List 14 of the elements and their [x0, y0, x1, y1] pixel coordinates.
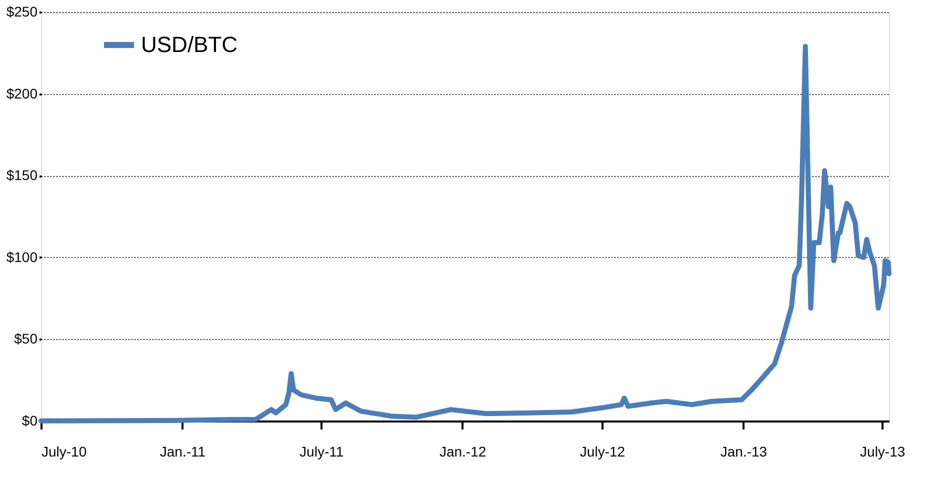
y-tick-label: $150 — [6, 167, 38, 184]
x-tick-label: July-12 — [580, 444, 626, 460]
y-tick-label: $0 — [22, 412, 38, 428]
x-tick-label: July-10 — [42, 444, 87, 460]
x-tick-label: July-13 — [860, 444, 906, 460]
legend-label: USD/BTC — [141, 32, 238, 57]
x-tick-label: July-11 — [300, 444, 344, 460]
y-tick-label: $200 — [6, 85, 38, 102]
y-tick-label: $50 — [14, 330, 38, 347]
x-tick-label: Jan.-11 — [160, 444, 206, 460]
y-tick-label: $100 — [6, 248, 38, 265]
x-tick-label: Jan.-12 — [439, 444, 486, 460]
y-tick-label: $250 — [6, 4, 38, 20]
x-tick-label: Jan.-13 — [720, 444, 768, 460]
